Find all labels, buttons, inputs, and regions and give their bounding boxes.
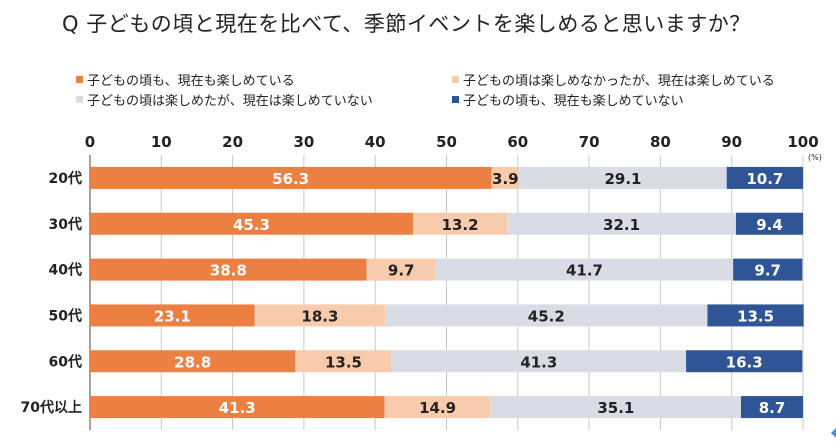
legend-item-series-1: 子どもの頃も、現在も楽しめている — [76, 70, 295, 89]
data-label-3-series-2: 18.3 — [301, 307, 338, 325]
x-tick-label-40: 40 — [365, 133, 386, 151]
data-label-4-series-4: 16.3 — [726, 353, 763, 371]
x-tick-label-90: 90 — [721, 133, 742, 151]
legend-label-series-1: 子どもの頃も、現在も楽しめている — [87, 74, 295, 89]
data-label-0-series-1: 56.3 — [272, 170, 309, 188]
legend-swatch-series-1 — [76, 76, 83, 83]
x-tick-label-0: 0 — [85, 133, 95, 151]
legend-swatch-series-3 — [76, 96, 83, 103]
bar-5-series-3 — [490, 396, 741, 419]
x-tick-label-100: 100 — [787, 133, 818, 151]
legend-label-series-3: 子どもの頃は楽しめたが、現在は楽しめていない — [87, 94, 373, 109]
bar-4-series-2 — [295, 350, 392, 373]
x-tick-label-50: 50 — [436, 133, 457, 151]
data-label-2-series-3: 41.7 — [566, 262, 603, 280]
data-label-0-series-3: 29.1 — [604, 170, 641, 188]
data-label-2-series-2: 9.7 — [388, 262, 415, 280]
category-label-0: 20代 — [49, 170, 82, 187]
bar-1-series-3 — [507, 212, 736, 235]
legend-swatch-series-2 — [452, 76, 459, 83]
category-label-4: 60代 — [49, 353, 82, 370]
category-label-2: 40代 — [49, 262, 82, 279]
category-label-1: 30代 — [49, 216, 82, 233]
data-label-1-series-1: 45.3 — [233, 216, 270, 234]
bar-1-series-4 — [735, 212, 803, 235]
x-tick-label-30: 30 — [293, 133, 314, 151]
bar-3-series-2 — [254, 304, 386, 327]
bar-4-series-3 — [391, 350, 687, 373]
data-label-5-series-2: 14.9 — [419, 399, 456, 417]
data-label-0-series-4: 10.7 — [746, 170, 783, 188]
category-label-3: 50代 — [49, 307, 82, 324]
data-label-0-series-2: 3.9 — [492, 170, 519, 188]
x-tick-label-80: 80 — [650, 133, 671, 151]
data-label-4-series-1: 28.8 — [174, 353, 211, 371]
bar-0-series-2 — [491, 166, 520, 189]
bar-0-series-3 — [519, 166, 727, 189]
data-label-5-series-3: 35.1 — [597, 399, 634, 417]
data-label-3-series-4: 13.5 — [737, 307, 774, 325]
bar-4-series-1 — [90, 350, 296, 373]
bar-5-series-4 — [740, 396, 803, 419]
bar-5-series-2 — [384, 396, 491, 419]
bar-3-series-3 — [385, 304, 708, 327]
bar-2-series-4 — [733, 258, 803, 281]
x-tick-label-60: 60 — [507, 133, 528, 151]
data-label-4-series-3: 41.3 — [520, 353, 557, 371]
data-label-5-series-1: 41.3 — [219, 399, 256, 417]
bar-3-series-1 — [90, 304, 255, 327]
bar-2-series-1 — [90, 258, 367, 281]
x-tick-label-10: 10 — [151, 133, 172, 151]
corner-triangle-icon — [831, 428, 836, 438]
data-label-4-series-2: 13.5 — [325, 353, 362, 371]
legend-swatch-series-4 — [452, 96, 459, 103]
legend-item-series-2: 子どもの頃は楽しめなかったが、現在は楽しめている — [452, 70, 775, 89]
category-label-5: 70代以上 — [21, 399, 82, 416]
bar-1-series-1 — [90, 212, 413, 235]
bar-2-series-3 — [435, 258, 734, 281]
bar-5-series-1 — [90, 396, 385, 419]
bar-0-series-4 — [726, 166, 803, 189]
bar-4-series-4 — [686, 350, 803, 373]
data-label-1-series-4: 9.4 — [756, 216, 783, 234]
legend-label-series-4: 子どもの頃も、現在も楽しめていない — [463, 94, 684, 109]
data-label-1-series-3: 32.1 — [603, 216, 640, 234]
data-label-3-series-3: 45.2 — [528, 307, 565, 325]
data-label-1-series-2: 13.2 — [442, 216, 479, 234]
data-label-2-series-1: 38.8 — [210, 262, 247, 280]
legend-item-series-4: 子どもの頃も、現在も楽しめていない — [452, 90, 684, 109]
bar-0-series-1 — [90, 166, 492, 189]
bar-1-series-2 — [412, 212, 508, 235]
legend-item-series-3: 子どもの頃は楽しめたが、現在は楽しめていない — [76, 90, 373, 109]
chart-title: Q 子どもの頃と現在を比べて、季節イベントを楽しめると思いますか？ — [62, 12, 751, 36]
bar-3-series-4 — [707, 304, 804, 327]
bar-2-series-2 — [366, 258, 436, 281]
data-label-2-series-4: 9.7 — [754, 262, 781, 280]
data-label-3-series-1: 23.1 — [154, 307, 191, 325]
legend-label-series-2: 子どもの頃は楽しめなかったが、現在は楽しめている — [463, 74, 775, 89]
x-tick-label-20: 20 — [222, 133, 243, 151]
data-label-5-series-4: 8.7 — [759, 399, 786, 417]
unit-label: (%) — [808, 153, 822, 162]
x-tick-label-70: 70 — [579, 133, 600, 151]
